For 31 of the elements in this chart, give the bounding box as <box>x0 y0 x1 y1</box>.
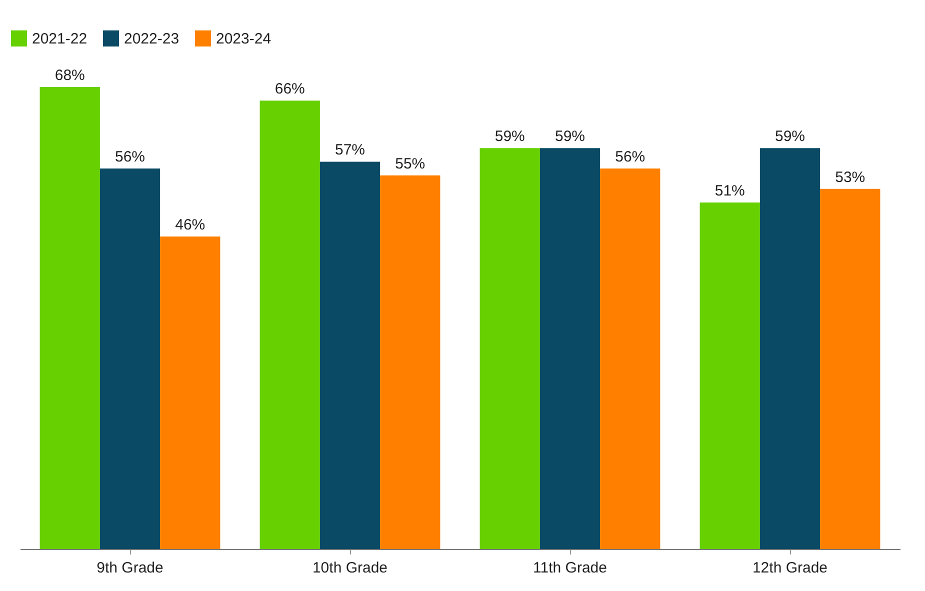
data-label: 55% <box>395 155 426 172</box>
data-label: 46% <box>175 216 206 234</box>
bar <box>700 202 760 549</box>
bar <box>540 148 600 549</box>
bar <box>40 87 100 549</box>
bar <box>760 148 820 549</box>
bar <box>820 188 880 549</box>
data-label: 51% <box>714 182 745 200</box>
x-tick-label: 10th Grade <box>312 560 388 576</box>
data-label: 53% <box>835 168 866 186</box>
data-label: 56% <box>615 148 646 166</box>
bar <box>260 100 320 549</box>
data-label: 59% <box>774 128 806 146</box>
legend-label: 2023-24 <box>216 30 272 48</box>
data-label: 56% <box>114 148 146 166</box>
x-tick-label: 11th Grade <box>533 560 607 576</box>
data-label: 59% <box>494 128 525 146</box>
data-label: 68% <box>54 67 85 84</box>
bar <box>160 236 220 549</box>
bar <box>100 168 160 549</box>
data-label: 57% <box>334 142 366 159</box>
data-label: 59% <box>554 128 586 146</box>
data-label: 66% <box>274 80 305 98</box>
legend-label: 2022-23 <box>124 30 180 48</box>
legend-label: 2021-22 <box>32 30 88 48</box>
x-tick-label: 9th Grade <box>96 560 164 576</box>
bar <box>480 148 540 549</box>
bar <box>600 168 660 549</box>
bar <box>320 162 380 549</box>
x-tick-label: 12th Grade <box>752 560 828 576</box>
bar <box>380 175 440 549</box>
